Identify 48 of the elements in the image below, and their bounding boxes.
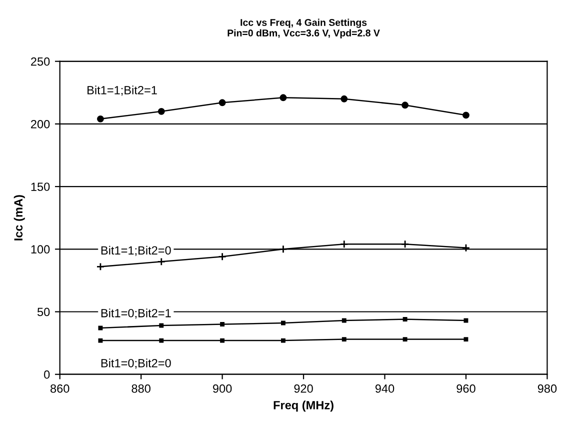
point <box>400 240 410 248</box>
point <box>402 337 408 342</box>
x-axis-title: Freq (MHz) <box>274 400 334 412</box>
series-label: Bit1=1;Bit2=1 <box>88 86 157 96</box>
point <box>342 337 346 342</box>
point <box>98 326 103 330</box>
point <box>98 338 103 343</box>
point <box>402 317 408 322</box>
point <box>464 318 468 323</box>
point <box>402 102 409 109</box>
y-axis-title: Icc (mA) <box>14 195 25 240</box>
point <box>340 240 348 248</box>
x-tick-label: 920 <box>294 384 313 393</box>
point <box>159 323 164 328</box>
point <box>462 244 470 252</box>
point <box>218 252 226 261</box>
x-tick-label: 960 <box>456 384 476 393</box>
x-tick-label: 980 <box>538 384 557 393</box>
point <box>158 108 165 115</box>
y-tick-label: 100 <box>31 245 50 254</box>
x-tick-label: 900 <box>213 384 232 393</box>
point <box>280 338 286 343</box>
y-tick-label: 0 <box>44 370 50 379</box>
y-tick-label: 200 <box>31 120 50 128</box>
y-tick-label: 250 <box>31 57 50 66</box>
x-tick-label: 860 <box>50 384 70 393</box>
series-label: Bit1=0;Bit2=0 <box>101 358 171 369</box>
point <box>280 94 287 102</box>
point <box>96 262 105 271</box>
point <box>96 115 104 122</box>
point <box>462 112 470 119</box>
y-tick-label: 150 <box>31 182 50 191</box>
point <box>159 338 164 343</box>
x-tick-label: 940 <box>375 384 394 393</box>
point <box>220 338 225 343</box>
chart-title: Icc vs Freq, 4 Gain Settings Pin=0 dBm, Vcc=3.6 V, Vpd=2.8 V <box>228 18 380 38</box>
series-label: Bit1=1;Bit2=0 <box>101 246 171 256</box>
y-tick-label: 50 <box>37 308 50 316</box>
series-label: Bit1=0;Bit2=1 <box>101 308 171 319</box>
point <box>340 95 348 102</box>
point <box>464 337 468 342</box>
point <box>279 244 288 254</box>
point <box>218 99 226 106</box>
point <box>157 258 166 266</box>
point <box>280 320 286 326</box>
point <box>220 322 225 326</box>
x-tick-label: 880 <box>132 384 150 393</box>
point <box>342 318 346 323</box>
